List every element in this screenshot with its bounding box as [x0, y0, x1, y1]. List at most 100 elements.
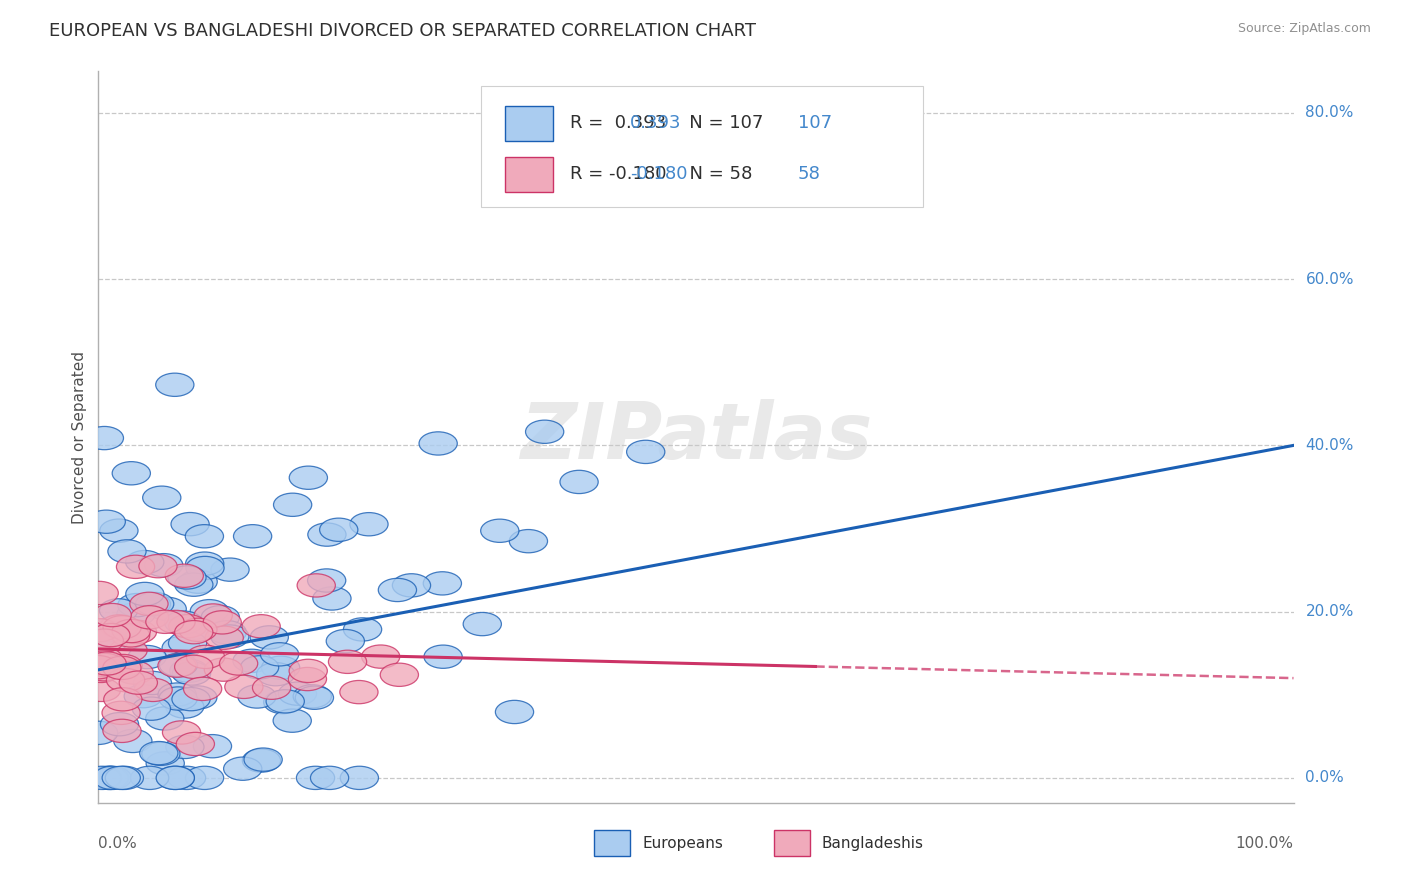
Ellipse shape: [380, 663, 419, 687]
Ellipse shape: [509, 530, 547, 553]
Ellipse shape: [105, 766, 143, 789]
Ellipse shape: [80, 722, 118, 745]
Ellipse shape: [146, 706, 184, 731]
Ellipse shape: [186, 552, 224, 575]
Ellipse shape: [80, 618, 118, 642]
Ellipse shape: [274, 493, 312, 516]
Ellipse shape: [157, 610, 195, 633]
Ellipse shape: [157, 683, 197, 706]
Ellipse shape: [392, 574, 430, 597]
Ellipse shape: [100, 599, 138, 622]
Ellipse shape: [112, 462, 150, 485]
Ellipse shape: [201, 606, 239, 629]
Ellipse shape: [131, 606, 169, 629]
Ellipse shape: [169, 615, 207, 638]
Ellipse shape: [128, 646, 166, 669]
Text: 40.0%: 40.0%: [1306, 438, 1354, 453]
Ellipse shape: [264, 690, 302, 714]
Ellipse shape: [90, 766, 128, 789]
Text: EUROPEAN VS BANGLADESHI DIVORCED OR SEPARATED CORRELATION CHART: EUROPEAN VS BANGLADESHI DIVORCED OR SEPA…: [49, 22, 756, 40]
Ellipse shape: [187, 645, 225, 668]
Ellipse shape: [84, 657, 124, 681]
Ellipse shape: [308, 569, 346, 592]
Ellipse shape: [129, 592, 169, 615]
Ellipse shape: [90, 766, 129, 789]
Ellipse shape: [125, 582, 165, 606]
Ellipse shape: [378, 578, 416, 601]
Ellipse shape: [290, 659, 328, 682]
Text: 60.0%: 60.0%: [1306, 272, 1354, 286]
Ellipse shape: [156, 373, 194, 396]
Ellipse shape: [145, 554, 183, 577]
Ellipse shape: [146, 610, 184, 633]
Ellipse shape: [176, 732, 215, 756]
Ellipse shape: [425, 645, 463, 668]
Ellipse shape: [463, 613, 502, 636]
Ellipse shape: [163, 721, 201, 744]
Ellipse shape: [297, 766, 335, 789]
Ellipse shape: [340, 766, 378, 789]
Ellipse shape: [118, 593, 156, 616]
Ellipse shape: [245, 748, 283, 772]
Ellipse shape: [134, 678, 172, 701]
Ellipse shape: [256, 663, 295, 686]
Ellipse shape: [120, 671, 157, 694]
Ellipse shape: [83, 766, 121, 789]
Ellipse shape: [627, 441, 665, 464]
Ellipse shape: [190, 599, 228, 623]
Ellipse shape: [250, 626, 288, 649]
Ellipse shape: [162, 636, 200, 660]
Ellipse shape: [242, 615, 280, 638]
Ellipse shape: [80, 582, 118, 605]
Ellipse shape: [260, 642, 298, 666]
Ellipse shape: [87, 510, 125, 533]
Ellipse shape: [167, 766, 205, 789]
Ellipse shape: [165, 611, 202, 634]
Ellipse shape: [146, 752, 184, 775]
Ellipse shape: [142, 486, 181, 509]
Text: 0.393: 0.393: [630, 113, 682, 131]
Text: ZIPatlas: ZIPatlas: [520, 399, 872, 475]
Ellipse shape: [312, 587, 352, 610]
Ellipse shape: [115, 661, 153, 684]
Ellipse shape: [172, 688, 209, 711]
Ellipse shape: [156, 766, 194, 789]
Ellipse shape: [179, 618, 217, 641]
Ellipse shape: [326, 630, 364, 653]
Ellipse shape: [100, 519, 138, 542]
FancyBboxPatch shape: [481, 86, 922, 207]
Ellipse shape: [288, 667, 326, 690]
Ellipse shape: [526, 420, 564, 443]
Ellipse shape: [100, 615, 138, 638]
Ellipse shape: [319, 518, 359, 541]
Ellipse shape: [240, 656, 278, 679]
Ellipse shape: [238, 685, 276, 708]
Ellipse shape: [278, 682, 316, 706]
Ellipse shape: [219, 652, 257, 675]
Ellipse shape: [174, 573, 212, 597]
Ellipse shape: [90, 630, 128, 653]
Ellipse shape: [111, 624, 149, 647]
Ellipse shape: [86, 629, 124, 652]
Ellipse shape: [89, 618, 128, 641]
Ellipse shape: [108, 540, 146, 563]
Ellipse shape: [290, 467, 328, 490]
Ellipse shape: [194, 604, 232, 627]
Text: Europeans: Europeans: [643, 836, 723, 851]
Ellipse shape: [103, 701, 141, 724]
Ellipse shape: [173, 662, 211, 685]
Ellipse shape: [169, 632, 207, 655]
Ellipse shape: [124, 684, 162, 708]
Ellipse shape: [134, 672, 172, 695]
FancyBboxPatch shape: [773, 830, 810, 856]
Ellipse shape: [350, 513, 388, 536]
Ellipse shape: [86, 426, 124, 450]
Ellipse shape: [204, 658, 242, 681]
Ellipse shape: [174, 656, 212, 679]
Ellipse shape: [174, 621, 212, 644]
Ellipse shape: [132, 697, 170, 721]
Ellipse shape: [329, 650, 367, 673]
Ellipse shape: [560, 470, 598, 493]
Ellipse shape: [107, 668, 145, 692]
Text: Source: ZipAtlas.com: Source: ZipAtlas.com: [1237, 22, 1371, 36]
